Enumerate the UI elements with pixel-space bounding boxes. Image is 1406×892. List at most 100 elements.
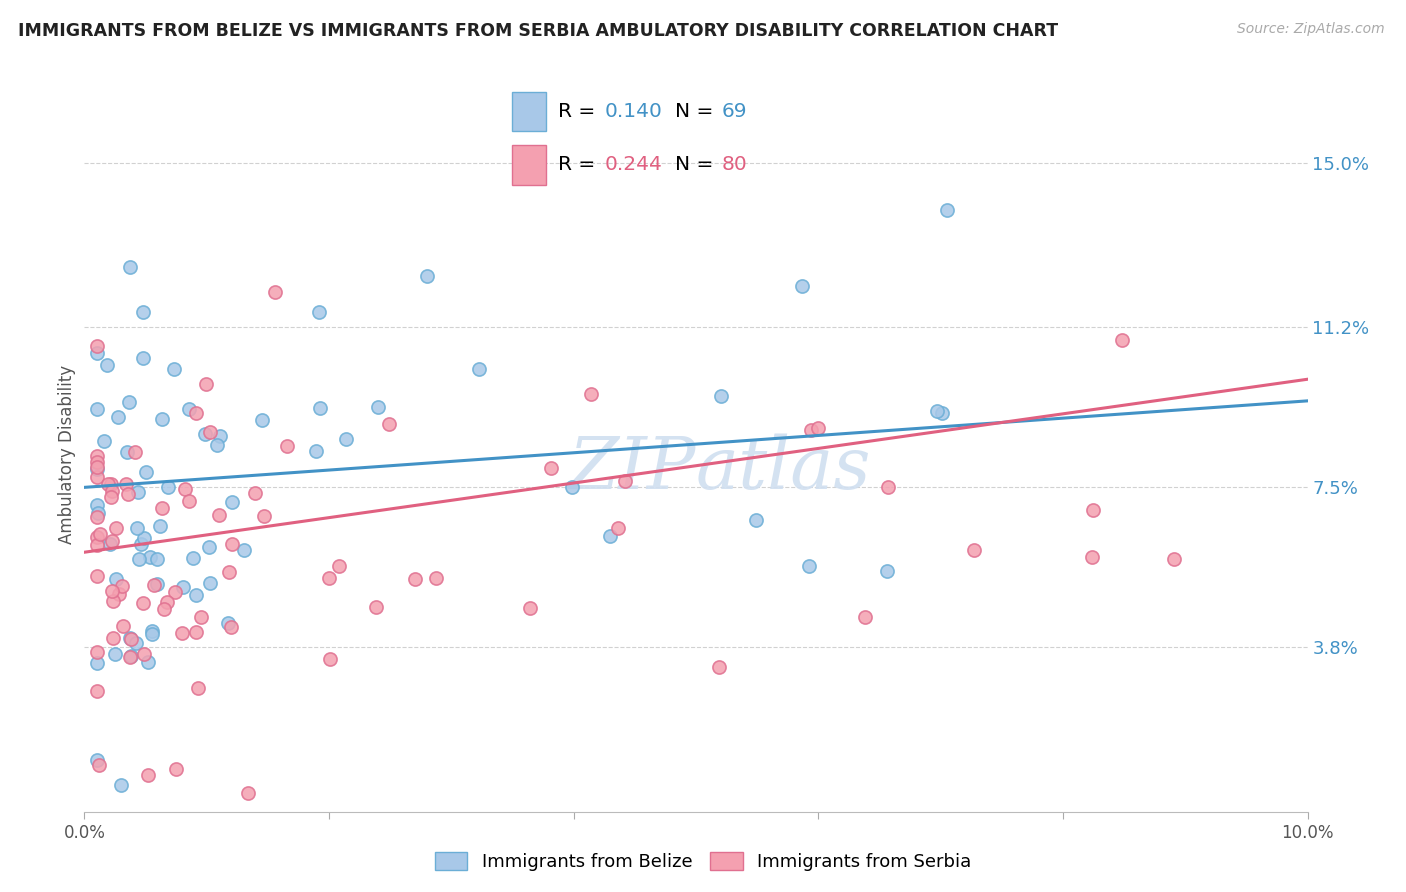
Point	[150, 500, 173, 515]
Point	[218, 565, 240, 579]
Point	[111, 579, 134, 593]
Point	[1083, 502, 1105, 516]
Point	[87, 758, 110, 772]
Point	[107, 409, 129, 424]
Point	[118, 260, 141, 275]
Point	[165, 763, 187, 777]
Point	[118, 394, 141, 409]
Point	[156, 480, 179, 494]
Point	[108, 586, 131, 600]
Point	[136, 655, 159, 669]
Point	[156, 595, 179, 609]
Point	[115, 477, 138, 491]
Point	[89, 816, 111, 830]
Point	[184, 625, 207, 640]
Point	[111, 619, 134, 633]
Point	[364, 600, 387, 615]
Point	[86, 569, 108, 583]
Point	[221, 494, 243, 508]
Point	[209, 429, 232, 443]
Point	[184, 588, 207, 602]
Point	[243, 486, 266, 500]
Text: N =: N =	[675, 155, 720, 175]
Point	[146, 552, 169, 566]
Point	[86, 645, 108, 659]
Point	[136, 768, 159, 782]
Point	[115, 445, 138, 459]
Point	[118, 632, 141, 646]
Point	[86, 339, 108, 353]
Point	[118, 650, 141, 665]
Point	[170, 626, 193, 640]
Point	[120, 648, 142, 663]
Text: R =: R =	[558, 102, 602, 121]
Point	[184, 406, 207, 420]
Point	[876, 564, 898, 578]
Point	[104, 572, 127, 586]
Point	[416, 268, 439, 283]
Point	[125, 521, 148, 535]
Y-axis label: Ambulatory Disability: Ambulatory Disability	[58, 366, 76, 544]
Point	[800, 423, 823, 437]
Text: N =: N =	[675, 102, 720, 121]
Point	[194, 427, 217, 442]
Point	[100, 491, 122, 505]
Point	[150, 412, 173, 426]
Point	[221, 537, 243, 551]
Point	[117, 487, 139, 501]
Point	[425, 571, 447, 585]
Point	[103, 594, 125, 608]
Point	[141, 627, 163, 641]
Point	[86, 498, 108, 512]
Text: IMMIGRANTS FROM BELIZE VS IMMIGRANTS FROM SERBIA AMBULATORY DISABILITY CORRELATI: IMMIGRANTS FROM BELIZE VS IMMIGRANTS FRO…	[18, 22, 1059, 40]
Point	[931, 406, 953, 420]
Point	[101, 583, 124, 598]
Point	[125, 635, 148, 649]
Point	[101, 631, 124, 645]
Point	[936, 202, 959, 217]
Point	[1080, 550, 1102, 565]
Point	[127, 485, 149, 500]
Point	[120, 632, 142, 646]
Point	[173, 482, 195, 496]
Point	[219, 620, 242, 634]
Point	[467, 361, 489, 376]
Point	[97, 477, 120, 491]
Point	[163, 362, 186, 376]
Text: 0.244: 0.244	[605, 155, 662, 175]
Point	[132, 351, 155, 365]
Point	[318, 571, 340, 585]
Point	[792, 279, 814, 293]
Point	[797, 559, 820, 574]
Point	[86, 538, 108, 552]
Point	[141, 624, 163, 638]
Point	[925, 403, 948, 417]
Point	[853, 609, 876, 624]
Point	[101, 533, 124, 548]
Point	[707, 660, 730, 674]
Point	[149, 518, 172, 533]
Point	[252, 413, 274, 427]
Point	[100, 476, 122, 491]
Point	[87, 507, 110, 521]
Point	[877, 480, 900, 494]
Point	[195, 377, 218, 392]
Point	[86, 530, 108, 544]
Point	[963, 543, 986, 558]
Point	[208, 508, 231, 522]
Point	[96, 359, 118, 373]
Point	[335, 432, 357, 446]
Point	[101, 484, 124, 499]
Point	[308, 304, 330, 318]
Point	[98, 536, 121, 550]
Point	[86, 753, 108, 767]
Point	[129, 537, 152, 551]
Point	[198, 425, 221, 439]
Point	[86, 455, 108, 469]
Point	[252, 509, 274, 524]
Point	[1163, 551, 1185, 566]
Point	[404, 572, 426, 586]
Point	[305, 443, 328, 458]
Point	[146, 576, 169, 591]
Point	[187, 681, 209, 695]
